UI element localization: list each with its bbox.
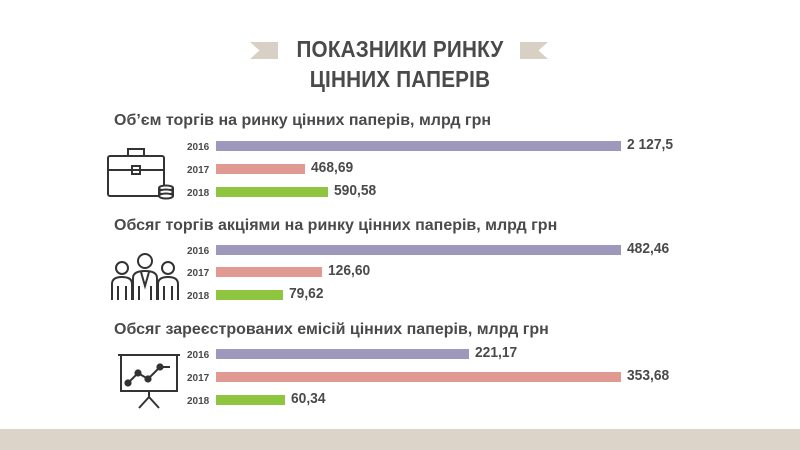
chart-2-value-2017: 126,60 bbox=[328, 262, 371, 279]
chart-3-year-2017: 2017 bbox=[187, 373, 210, 384]
chart-3-year-2018: 2018 bbox=[187, 396, 210, 407]
chart-2-value-2018: 79,62 bbox=[289, 285, 324, 302]
chart-3-title: Обсяг зареєстрованих емісій цінних папер… bbox=[114, 321, 549, 338]
chart-1-value-2018: 590,58 bbox=[334, 182, 377, 199]
page-title-line-1: ПОКАЗНИКИ РИНКУ bbox=[296, 36, 504, 62]
page-title-line-2: ЦІННИХ ПАПЕРІВ bbox=[309, 66, 491, 92]
left-ribbon-decoration bbox=[250, 42, 278, 59]
right-ribbon-decoration bbox=[520, 42, 548, 59]
presentation-chart-icon bbox=[116, 352, 182, 415]
chart-3-bar-2016 bbox=[216, 349, 469, 359]
chart-2-year-2016: 2016 bbox=[187, 246, 210, 257]
chart-1-year-2016: 2016 bbox=[187, 142, 210, 153]
chart-3-bar-2017 bbox=[216, 372, 621, 382]
chart-2-title: Обсяг торгів акціями на ринку цінних пап… bbox=[114, 217, 558, 234]
chart-2-bar-2017 bbox=[216, 267, 322, 277]
chart-2-value-2016: 482,46 bbox=[627, 240, 670, 257]
chart-2-year-2017: 2017 bbox=[187, 268, 210, 279]
chart-1-bar-2016 bbox=[216, 141, 621, 151]
chart-1-year-2018: 2018 bbox=[187, 188, 210, 199]
chart-1-bar-2017 bbox=[216, 164, 305, 174]
page-header: ПОКАЗНИКИ РИНКУ ЦІННИХ ПАПЕРІВ bbox=[0, 36, 800, 98]
chart-3-value-2016: 221,17 bbox=[475, 344, 518, 361]
chart-1-year-2017: 2017 bbox=[187, 165, 210, 176]
chart-3-bar-2018 bbox=[216, 395, 285, 405]
chart-1-value-2017: 468,69 bbox=[311, 159, 354, 176]
chart-2-bar-2018 bbox=[216, 290, 283, 300]
chart-1-bar-2018 bbox=[216, 187, 328, 197]
chart-2-bar-2016 bbox=[216, 245, 621, 255]
people-group-icon bbox=[110, 250, 180, 307]
footer-band bbox=[0, 429, 800, 450]
chart-3-value-2018: 60,34 bbox=[291, 390, 326, 407]
briefcase-coins-icon bbox=[106, 144, 176, 205]
chart-2-year-2018: 2018 bbox=[187, 291, 210, 302]
chart-1-value-2016: 2 127,5 bbox=[627, 136, 674, 153]
chart-3-year-2016: 2016 bbox=[187, 350, 210, 361]
chart-3-value-2017: 353,68 bbox=[627, 367, 670, 384]
chart-1-title: Об’єм торгів на ринку цінних паперів, мл… bbox=[114, 112, 492, 129]
